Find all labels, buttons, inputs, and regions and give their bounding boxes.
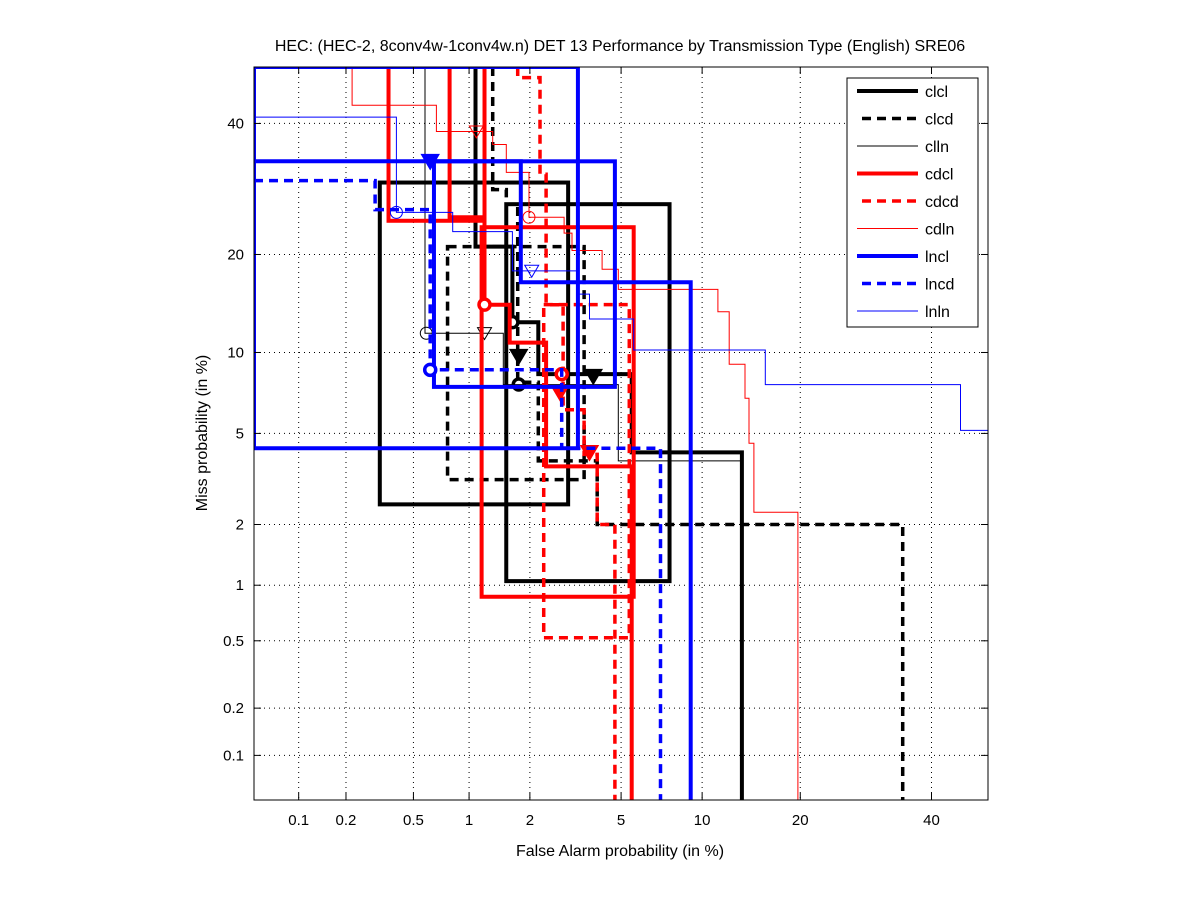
grid [254,67,988,800]
confidence-box-lncl [254,67,580,451]
y-tick-label: 5 [236,425,244,442]
marker-circle-lnln [389,205,403,219]
y-tick-label: 40 [227,115,244,132]
y-axis-label: Miss probability (in %) [194,355,211,511]
legend-label: lncd [925,277,954,294]
marker-triangle-cdln [468,125,485,139]
x-tick-label: 40 [923,812,940,829]
x-tick-label: 5 [617,812,625,829]
legend-item-lncl: lncl [857,249,949,266]
y-tick-label: 0.1 [223,747,244,764]
det-curve-cdcl [447,67,634,800]
confidence-box-cdcl [386,67,487,223]
confidence-box-clcd [445,244,586,482]
y-tick-label: 0.5 [223,633,244,650]
det-curve-lnln [254,116,988,431]
marker-circle-lncd [422,362,438,378]
marker-triangle-lnln [523,264,540,279]
legend-label: clcd [925,112,953,129]
confidence-box-lncl [431,159,617,389]
series-cdln [351,67,799,800]
marker-triangle-clcd [583,368,604,386]
confidence-box-cdcl [479,225,636,599]
series-lncd [254,178,663,800]
series-group [254,67,988,800]
legend-label: clln [925,139,949,156]
y-tick-label: 2 [236,516,244,533]
legend-label: cdcd [925,194,959,211]
x-tick-label: 2 [526,812,534,829]
legend-label: cdcl [925,167,953,184]
legend-item-lncd: lncd [862,277,954,294]
det-curve-clcd [490,67,905,800]
y-tick-label: 20 [227,246,244,263]
series-lnln [254,116,988,431]
marker-circle-cdln [522,210,536,224]
legend-item-clcd: clcd [862,112,953,129]
x-tick-label: 20 [792,812,809,829]
x-tick-label: 0.1 [288,812,309,829]
x-tick-label: 1 [465,812,473,829]
series-cdcl [386,67,636,800]
marker-circle-cdcl [477,297,492,312]
x-tick-label: 10 [694,812,711,829]
marker-triangle-lncl [420,153,440,171]
legend: clcl clcd clln cdcl cdcd cdln lncl lncd lnln [846,77,979,328]
legend-label: clcl [925,84,948,101]
y-tick-label: 1 [236,577,244,594]
legend-item-clcl: clcl [857,84,948,101]
det-curve-cdcd [515,67,617,800]
det-curve-cdln [351,67,799,800]
y-tick-label: 0.2 [223,700,244,717]
legend-label: lncl [925,249,949,266]
legend-item-cdcl: cdcl [857,167,953,184]
confidence-box-clcl [504,202,672,584]
x-tick-label: 0.5 [403,812,424,829]
x-axis-label: False Alarm probability (in %) [516,843,724,860]
ticks: 0.1 0.2 0.5 1 2 5 10 20 40 0.1 0.2 0.5 1 2 5 10 20 40 [223,67,988,829]
x-tick-label: 0.2 [336,812,357,829]
legend-item-cdln: cdln [857,222,954,239]
chart-title: HEC: (HEC-2, 8conv4w-1conv4w.n) DET 13 P… [275,38,965,55]
y-tick-label: 10 [227,344,244,361]
series-lncl [254,67,693,800]
legend-item-clln: clln [857,139,949,156]
legend-item-cdcd: cdcd [862,194,959,211]
legend-label: cdln [925,222,954,239]
legend-item-lnln: lnln [857,304,950,321]
legend-label: lnln [925,304,950,321]
